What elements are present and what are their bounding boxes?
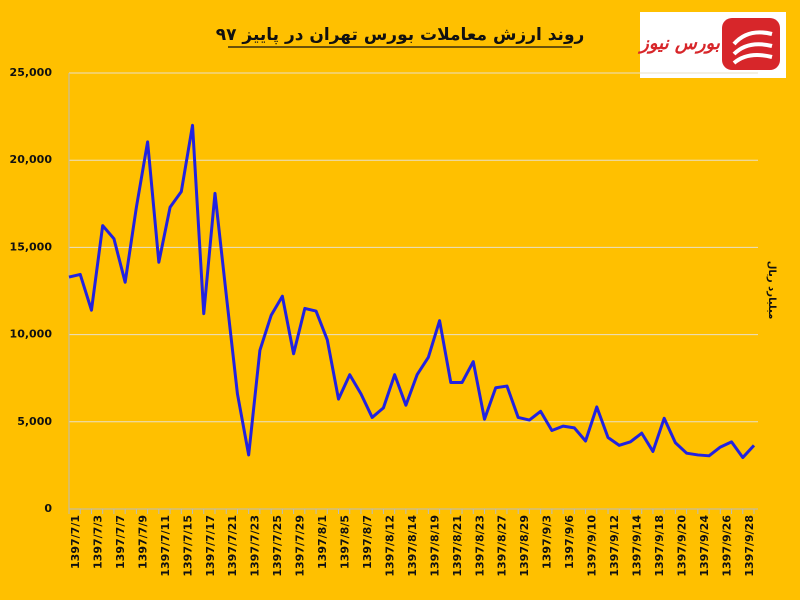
x-tick-label: 1397/7/23 [249, 515, 262, 577]
x-tick-label: 1397/8/1 [316, 515, 329, 569]
y-axis-label: میلیارد ریال [766, 261, 777, 320]
y-tick-label: 0 [44, 502, 52, 515]
logo-stripes [732, 30, 773, 65]
x-tick-label: 1397/7/25 [271, 515, 284, 577]
x-tick-label: 1397/7/17 [204, 515, 217, 577]
x-tick-label: 1397/8/29 [518, 515, 531, 577]
x-tick-label: 1397/7/11 [159, 515, 172, 577]
x-tick-label: 1397/7/7 [114, 515, 127, 569]
x-tick-label: 1397/8/5 [339, 515, 352, 569]
x-tick-label: 1397/9/18 [653, 515, 666, 577]
x-tick-label: 1397/9/10 [586, 515, 599, 577]
x-tick-label: 1397/7/15 [181, 515, 194, 577]
y-tick-label: 25,000 [10, 66, 53, 79]
x-tick-label: 1397/9/26 [720, 515, 733, 577]
x-tick-label: 1397/9/24 [698, 515, 711, 577]
x-tick-label: 1397/8/14 [406, 515, 419, 577]
x-tick-label: 1397/8/27 [496, 515, 509, 577]
x-tick-label: 1397/8/21 [451, 515, 464, 577]
y-tick-label: 20,000 [10, 153, 53, 166]
x-tick-label: 1397/7/3 [91, 515, 104, 569]
x-tick-label: 1397/9/12 [608, 515, 621, 577]
x-tick-label: 1397/8/23 [473, 515, 486, 577]
logo-text: بورس نیوز [637, 33, 721, 54]
logo: بورس نیوز [637, 12, 786, 78]
x-tick-label: 1397/9/3 [541, 515, 554, 569]
x-tick-label: 1397/7/21 [226, 515, 239, 577]
data-line [68, 123, 756, 460]
x-tick-label: 1397/9/20 [675, 515, 688, 577]
x-tick-label: 1397/9/6 [563, 515, 576, 569]
y-tick-label: 15,000 [10, 240, 53, 253]
x-tick-label: 1397/8/19 [428, 515, 441, 577]
x-tick-label: 1397/7/9 [136, 515, 149, 569]
x-tick-label: 1397/7/29 [294, 515, 307, 577]
y-tick-label: 10,000 [10, 328, 53, 341]
x-tick-label: 1397/8/7 [361, 515, 374, 569]
chart-title: روند ارزش معاملات بورس تهران در پاییز ۹۷ [216, 25, 585, 45]
x-tick-label: 1397/7/1 [69, 515, 82, 569]
x-tick-label: 1397/8/12 [383, 515, 396, 577]
x-tick-label: 1397/9/28 [743, 515, 756, 577]
x-tick-label: 1397/9/14 [630, 515, 643, 577]
y-tick-label: 5,000 [17, 415, 52, 428]
